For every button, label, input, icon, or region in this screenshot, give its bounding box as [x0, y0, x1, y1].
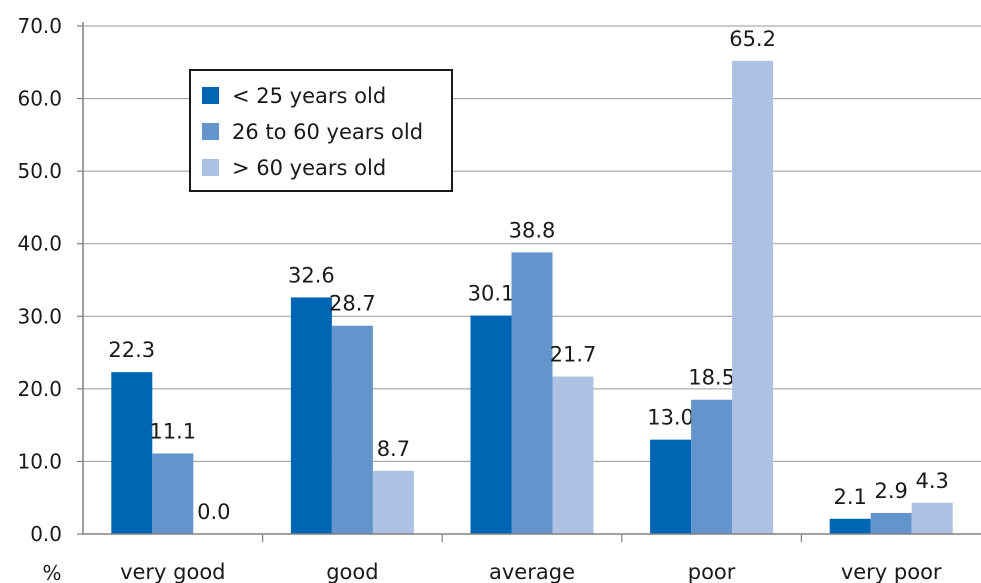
bar — [870, 512, 912, 534]
category-label: good — [326, 560, 378, 583]
category-label: poor — [688, 560, 736, 583]
y-tick-label: 60.0 — [17, 87, 62, 111]
bar — [152, 453, 194, 534]
bar — [372, 470, 414, 534]
data-label: 38.8 — [509, 218, 556, 242]
y-tick-label: 40.0 — [17, 232, 62, 256]
bar — [732, 60, 774, 534]
bar — [829, 518, 871, 534]
legend-label: > 60 years old — [232, 156, 386, 180]
bar — [111, 372, 153, 534]
bar — [331, 325, 373, 534]
legend-swatch — [202, 123, 219, 140]
legend-swatch — [202, 159, 219, 176]
category-label: very poor — [841, 560, 942, 583]
bar — [691, 399, 733, 534]
y-tick-label: 70.0 — [17, 14, 62, 38]
data-label: 21.7 — [550, 343, 597, 367]
category-label: average — [489, 560, 575, 583]
y-axis-ticks: 0.0 10.0 20.0 30.0 40.0 50.0 60.0 70.0 — [17, 14, 83, 546]
x-axis-ticks: very good good average poor very poor — [120, 534, 942, 583]
y-tick-label: 10.0 — [17, 449, 62, 473]
bars: 22.3 11.1 0.0 32.6 28.7 8.7 30.1 38.8 21.7 13.0 18… — [108, 27, 953, 534]
bar — [911, 502, 953, 534]
data-label: 4.3 — [915, 469, 948, 493]
bar — [470, 315, 512, 534]
data-label: 22.3 — [108, 338, 155, 362]
data-label: 32.6 — [288, 263, 335, 287]
data-label: 65.2 — [729, 27, 776, 51]
y-tick-label: 30.0 — [17, 304, 62, 328]
bar — [290, 297, 332, 534]
data-label: 11.1 — [149, 419, 196, 443]
legend-label: < 25 years old — [232, 84, 386, 108]
data-label: 28.7 — [329, 292, 376, 316]
legend-label: 26 to 60 years old — [232, 120, 423, 144]
data-label: 13.0 — [647, 406, 694, 430]
y-tick-label: 20.0 — [17, 377, 62, 401]
data-label: 0.0 — [197, 500, 230, 524]
axes — [82, 22, 981, 535]
bar — [650, 439, 692, 534]
data-label: 18.5 — [688, 366, 735, 390]
bar — [511, 252, 553, 534]
legend-box — [189, 69, 453, 192]
y-axis-unit-label: % — [42, 561, 61, 583]
legend-swatch — [202, 87, 219, 104]
bar — [552, 376, 594, 534]
y-tick-label: 50.0 — [17, 159, 62, 183]
category-label: very good — [120, 560, 225, 583]
data-label: 2.9 — [874, 479, 907, 503]
data-label: 30.1 — [468, 282, 515, 306]
data-label: 2.1 — [833, 485, 866, 509]
data-label: 8.7 — [377, 437, 410, 461]
legend: < 25 years old 26 to 60 years old > 60 yea… — [189, 69, 453, 192]
y-tick-label: 0.0 — [30, 522, 62, 546]
